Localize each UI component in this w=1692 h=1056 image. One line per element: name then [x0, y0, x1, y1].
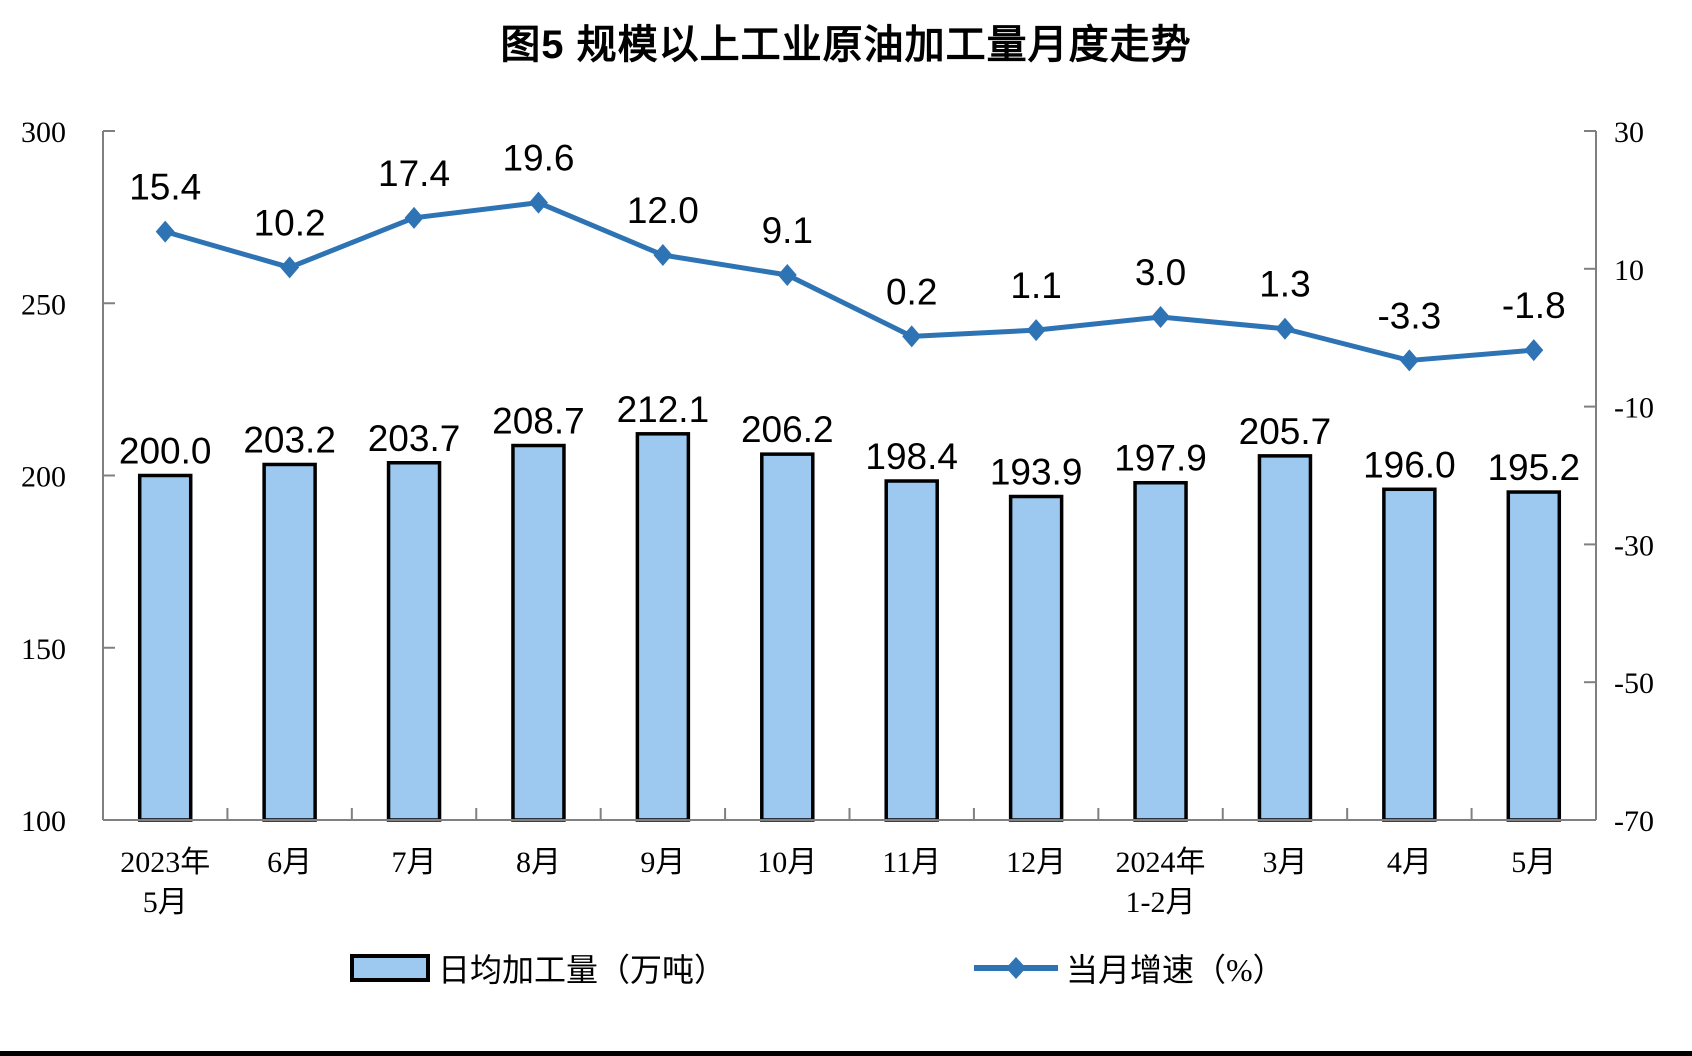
bar-value-label: 197.9	[1114, 438, 1207, 479]
bar-7月	[386, 461, 442, 822]
left-axis-tick-label: 200	[21, 461, 66, 494]
x-category-label-line2: 5月	[143, 886, 188, 919]
x-category-label: 6月	[267, 846, 312, 879]
line-value-label: -3.3	[1377, 295, 1441, 336]
bar-value-label: 198.4	[865, 436, 958, 477]
left-axis-tick-label: 100	[21, 805, 66, 838]
chart-legend: 日均加工量（万吨） 当月增速（%）	[0, 948, 1692, 988]
line-value-label: 3.0	[1135, 252, 1186, 293]
line-value-label: 12.0	[627, 190, 699, 231]
line-diamond-marker-icon	[1275, 317, 1295, 340]
right-axis-tick-label: -50	[1614, 667, 1654, 700]
bar-value-label: 193.9	[990, 452, 1083, 493]
x-category-label: 2023年	[120, 846, 210, 879]
chart-title: 图5 规模以上工业原油加工量月度走势	[500, 23, 1192, 67]
legend-entry-line: 当月增速（%）	[972, 948, 1285, 988]
bar-value-label: 212.1	[617, 389, 710, 430]
line-diamond-marker-icon	[1524, 339, 1544, 362]
right-axis-tick-label: 30	[1614, 116, 1644, 149]
bar-9月	[635, 432, 691, 822]
line-value-label: 15.4	[129, 167, 201, 208]
right-axis-tick-label: 10	[1614, 254, 1644, 287]
line-diamond-marker-icon	[902, 325, 922, 348]
bar-value-label: 203.2	[243, 419, 336, 460]
line-diamond-marker-icon	[155, 220, 175, 243]
line-value-label: 10.2	[254, 202, 326, 243]
x-category-label: 9月	[640, 846, 685, 879]
bar-series-swatch	[350, 954, 430, 982]
left-axis-tick-label: 250	[21, 288, 66, 321]
right-axis-tick-label: -70	[1614, 805, 1654, 838]
bar-5月	[1506, 490, 1562, 822]
bar-2023年5月	[137, 473, 193, 822]
line-value-label: 0.2	[886, 271, 937, 312]
line-diamond-marker-icon	[280, 256, 300, 279]
right-axis-tick-label: -10	[1614, 392, 1654, 425]
legend-diamond-marker-icon	[1006, 957, 1026, 979]
bar-10月	[760, 452, 815, 822]
left-axis-tick-label: 150	[21, 633, 66, 666]
left-axis-tick-label: 300	[21, 116, 66, 149]
line-series-swatch	[974, 957, 1058, 979]
x-category-label: 2024年	[1116, 846, 1206, 879]
bar-value-label: 200.0	[119, 431, 212, 472]
bar-8月	[511, 443, 566, 822]
line-diamond-marker-icon	[1399, 349, 1419, 372]
bar-2024年1-2月	[1133, 480, 1188, 822]
bottom-divider	[0, 1051, 1692, 1056]
x-category-label: 4月	[1387, 846, 1432, 879]
line-value-label: 9.1	[762, 210, 813, 251]
bar-4月	[1382, 487, 1437, 822]
line-diamond-marker-icon	[1151, 306, 1171, 329]
line-diamond-marker-icon	[404, 206, 424, 229]
legend-bar-label: 日均加工量（万吨）	[438, 952, 727, 988]
bar-value-label: 205.7	[1239, 411, 1332, 452]
x-category-label: 7月	[392, 846, 437, 879]
line-diamond-marker-icon	[653, 244, 673, 267]
line-value-label: 1.1	[1010, 265, 1061, 306]
growth-line	[162, 200, 1537, 363]
bar-3月	[1257, 454, 1313, 822]
line-value-label: 17.4	[378, 153, 450, 194]
x-category-label: 3月	[1262, 846, 1307, 879]
x-category-label: 12月	[1006, 846, 1066, 879]
line-diamond-marker-icon	[1026, 319, 1046, 342]
right-axis-tick-label: -30	[1614, 529, 1654, 562]
legend-entry-bar: 日均加工量（万吨）	[350, 948, 726, 988]
bar-value-label: 196.0	[1363, 444, 1456, 485]
line-diamond-marker-icon	[528, 191, 548, 214]
line-value-label: 1.3	[1259, 264, 1310, 305]
bar-value-label: 206.2	[741, 409, 834, 450]
line-value-label: 19.6	[502, 138, 574, 179]
x-category-label: 5月	[1511, 846, 1556, 879]
x-category-label: 8月	[516, 846, 561, 879]
line-diamond-marker-icon	[777, 264, 797, 287]
bar-11月	[884, 479, 939, 822]
x-category-label: 11月	[882, 846, 941, 879]
bar-value-label: 203.7	[368, 418, 461, 459]
bar-12月	[1008, 494, 1064, 822]
x-category-label-line2: 1-2月	[1126, 886, 1196, 919]
bar-value-label: 208.7	[492, 401, 585, 442]
bar-6月	[262, 462, 317, 822]
line-value-label: -1.8	[1502, 285, 1566, 326]
bar-value-label: 195.2	[1487, 447, 1580, 488]
x-category-label: 10月	[757, 846, 817, 879]
legend-line-label: 当月增速（%）	[1066, 952, 1285, 988]
